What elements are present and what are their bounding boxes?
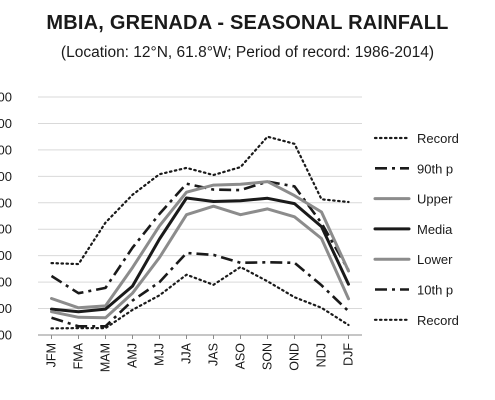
y-tick-label: 00 [0, 248, 12, 263]
legend-label: Upper [417, 192, 453, 207]
x-tick-label: FMA [72, 342, 86, 369]
chart-subtitle: (Location: 12°N, 61.8°W; Period of recor… [60, 44, 435, 61]
x-tick-label: DJF [342, 343, 356, 366]
y-tick-label: 00 [0, 116, 12, 131]
legend-label: Lower [417, 252, 453, 267]
legend-label: Record [417, 313, 459, 328]
grid-layer [38, 96, 362, 336]
legend-label: Record [417, 131, 459, 146]
legend: Record 90th p Upper Media Lower 10th p Record [373, 131, 459, 328]
y-tick-label: 00 [0, 142, 12, 157]
y-tick-label: 00 [0, 169, 12, 184]
series-line-lower-4 [50, 204, 350, 320]
y-tick-label: 00 [0, 301, 12, 316]
series-line-10th-p-5 [51, 251, 350, 328]
legend-label: Media [417, 222, 453, 237]
legend-label: 10th p [417, 283, 453, 298]
series-layer [50, 135, 350, 330]
x-tick-label: OND [288, 343, 302, 371]
y-tick-label: 000 [0, 90, 12, 105]
x-tick-label: MJJ [153, 343, 167, 366]
series-line-media-3 [50, 196, 350, 314]
x-tick-label: NDJ [315, 343, 329, 367]
y-axis: 0000000000000000000000 [0, 90, 12, 343]
legend-label: 90th p [417, 161, 453, 176]
y-tick-label: 00 [0, 195, 12, 210]
series-line-90th-p-1 [50, 180, 350, 295]
x-tick-label: SON [261, 343, 275, 370]
x-tick-label: JJA [180, 342, 194, 364]
x-tick-label: JAS [207, 343, 221, 366]
series-line-record-6 [50, 265, 350, 330]
y-tick-label: 00 [0, 222, 12, 237]
series-line-upper-2 [50, 180, 350, 310]
y-tick-label: 00 [0, 275, 12, 290]
x-tick-label: JFM [45, 343, 59, 367]
chart-title: MBIA, GRENADA - SEASONAL RAINFALL [46, 12, 449, 34]
x-tick-label: MAM [99, 343, 113, 372]
x-tick-label: AMJ [126, 343, 140, 368]
x-axis: JFM FMA MAM AMJ MJJ JJA JAS ASO SON OND NDJ DJF [45, 335, 356, 372]
series-line-record-0 [50, 135, 350, 266]
y-tick-label: 000 [0, 328, 12, 343]
x-tick-label: ASO [234, 343, 248, 370]
